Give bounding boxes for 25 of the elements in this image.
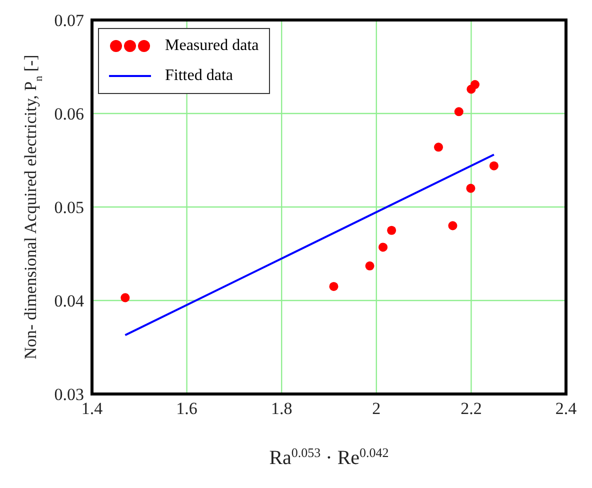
x-tick-label: 1.4 — [81, 399, 104, 418]
y-tick-label: 0.07 — [54, 11, 84, 30]
x-tick-label: 2.2 — [460, 399, 482, 418]
point — [470, 80, 480, 90]
y-tick-label: 0.04 — [54, 292, 84, 311]
y-tick-label: 0.03 — [54, 385, 84, 404]
point — [120, 293, 130, 302]
point — [434, 142, 444, 152]
point — [466, 184, 476, 193]
x-tick-label: 2.4 — [555, 399, 578, 418]
point — [448, 221, 458, 230]
y-tick-label: 0.05 — [54, 198, 84, 218]
point — [454, 107, 464, 116]
point — [489, 161, 498, 170]
y-tick-label: 0.06 — [54, 104, 84, 124]
x-axis-title: Ra$^{0.053}$ · Re$^{0.042}$ — [269, 444, 389, 469]
point — [365, 261, 374, 270]
point — [387, 226, 396, 235]
legend-label: Fitted data — [165, 67, 233, 85]
x-tick-label: 1.8 — [270, 399, 292, 418]
point — [378, 242, 388, 252]
legend-label: Measured data — [165, 37, 259, 55]
point — [329, 282, 338, 291]
x-tick-label: 1.6 — [176, 399, 198, 418]
x-tick-label: 2 — [372, 399, 381, 418]
